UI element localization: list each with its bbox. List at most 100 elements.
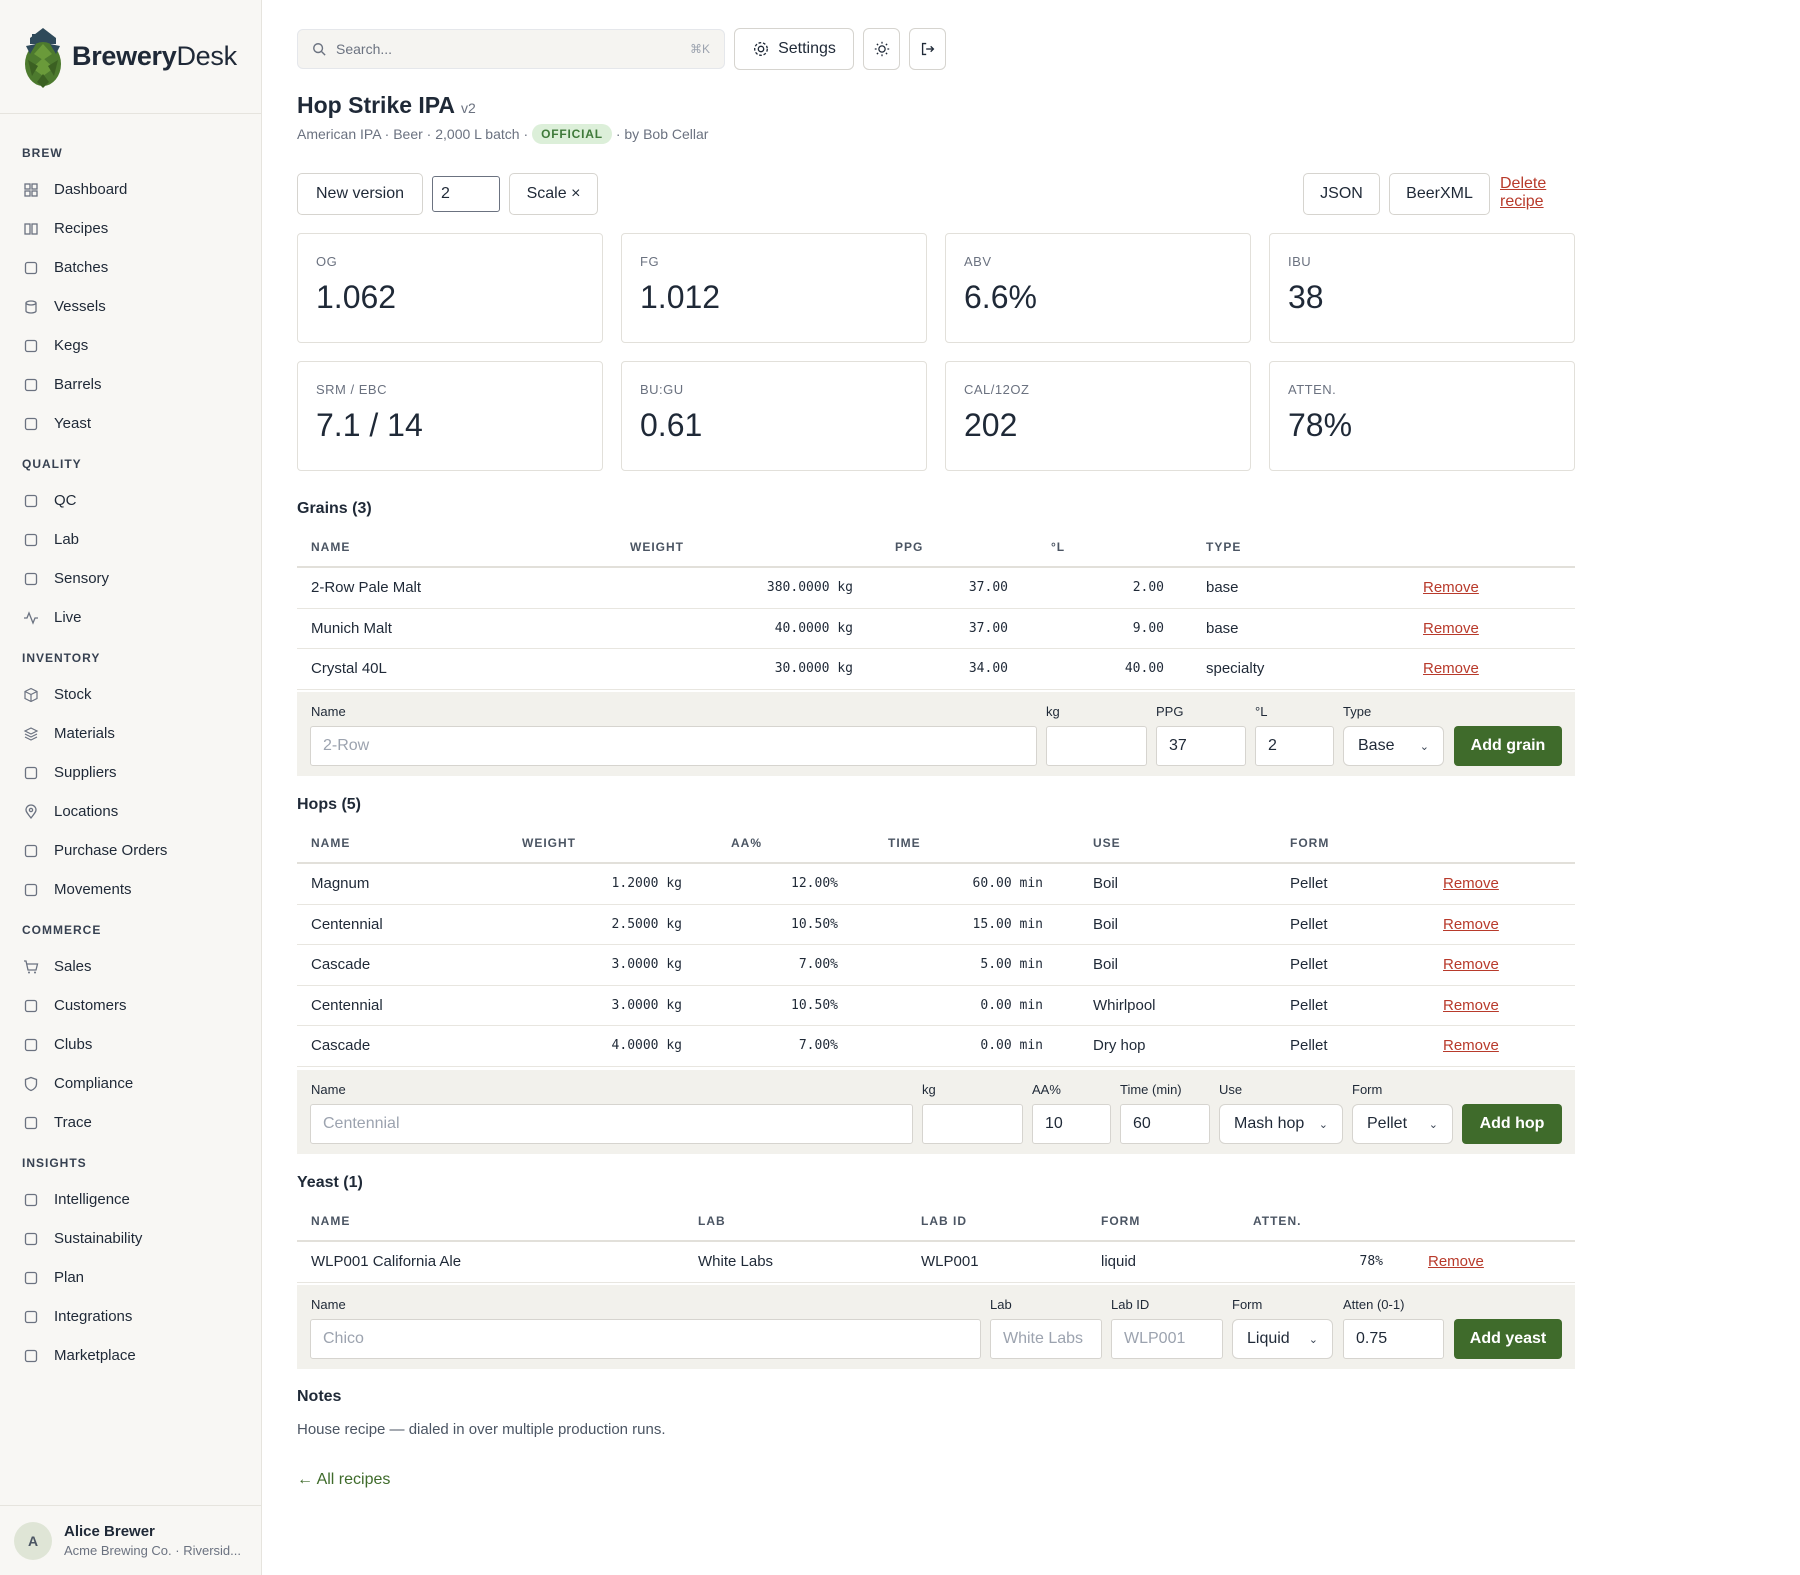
- hop-kg-input[interactable]: [922, 1104, 1023, 1144]
- sidebar-item-clubs[interactable]: Clubs: [0, 1025, 261, 1064]
- sidebar-item-recipes[interactable]: Recipes: [0, 209, 261, 248]
- yeast-lab-input[interactable]: White Labs: [990, 1319, 1102, 1359]
- export-beerxml-button[interactable]: BeerXML: [1389, 173, 1490, 215]
- column-header[interactable]: USE: [1093, 836, 1121, 850]
- sidebar-item-customers[interactable]: Customers: [0, 986, 261, 1025]
- column-header[interactable]: TYPE: [1206, 540, 1242, 554]
- sidebar-item-live[interactable]: Live: [0, 598, 261, 637]
- sidebar-item-locations[interactable]: Locations: [0, 792, 261, 831]
- column-header[interactable]: WEIGHT: [630, 540, 684, 554]
- column-header[interactable]: NAME: [311, 836, 351, 850]
- scale-button[interactable]: Scale ×: [509, 173, 598, 215]
- cell-use: Dry hop: [1093, 1037, 1146, 1055]
- stat-value: 78%: [1288, 407, 1353, 443]
- hop-aa-input[interactable]: 10: [1032, 1104, 1111, 1144]
- sidebar-item-movements[interactable]: Movements: [0, 870, 261, 909]
- theme-toggle-button[interactable]: [863, 28, 900, 70]
- grain-name-input[interactable]: 2-Row: [310, 726, 1037, 766]
- sidebar-item-batches[interactable]: Batches: [0, 248, 261, 287]
- grain-kg-input[interactable]: [1046, 726, 1147, 766]
- remove-link[interactable]: Remove: [1443, 956, 1499, 974]
- remove-link[interactable]: Remove: [1443, 915, 1499, 933]
- calendar-icon: [22, 1269, 40, 1287]
- remove-link[interactable]: Remove: [1423, 660, 1479, 678]
- delete-recipe-link[interactable]: Delete recipe: [1500, 175, 1547, 210]
- grain-ppg-input[interactable]: 37: [1156, 726, 1246, 766]
- column-header[interactable]: NAME: [311, 1214, 351, 1228]
- column-header[interactable]: WEIGHT: [522, 836, 576, 850]
- sidebar-item-kegs[interactable]: Kegs: [0, 326, 261, 365]
- search-input[interactable]: Search... ⌘K: [297, 29, 725, 69]
- column-header[interactable]: NAME: [311, 540, 351, 554]
- sidebar-item-label: Batches: [54, 259, 109, 276]
- cell-aa: 10.50%: [791, 997, 838, 1013]
- scale-input[interactable]: 2: [432, 176, 500, 212]
- cell-time: 5.00 min: [980, 957, 1043, 973]
- hop-logo-icon: [25, 27, 61, 88]
- grain-type-select[interactable]: Base ⌄: [1343, 726, 1444, 766]
- stat-label: CAL/12OZ: [964, 382, 1030, 397]
- column-header[interactable]: AA%: [731, 836, 763, 850]
- sidebar-item-trace[interactable]: Trace: [0, 1103, 261, 1142]
- yeast-name-input[interactable]: Chico: [310, 1319, 981, 1359]
- hop-form-select[interactable]: Pellet ⌄: [1352, 1104, 1453, 1144]
- sidebar-item-plan[interactable]: Plan: [0, 1258, 261, 1297]
- users-icon: [22, 997, 40, 1015]
- remove-link[interactable]: Remove: [1443, 996, 1499, 1014]
- remove-link[interactable]: Remove: [1443, 1037, 1499, 1055]
- sidebar-item-suppliers[interactable]: Suppliers: [0, 753, 261, 792]
- sidebar-item-integrations[interactable]: Integrations: [0, 1297, 261, 1336]
- hop-name-input[interactable]: Centennial: [310, 1104, 913, 1144]
- add-grain-button[interactable]: Add grain: [1454, 726, 1562, 766]
- cell-ppg: 37.00: [968, 580, 1008, 596]
- column-header[interactable]: TIME: [888, 836, 921, 850]
- hop-use-select[interactable]: Mash hop ⌄: [1219, 1104, 1343, 1144]
- sidebar-item-lab[interactable]: Lab: [0, 520, 261, 559]
- cell-aa: 7.00%: [798, 957, 838, 973]
- yeast-form-select[interactable]: Liquid ⌄: [1232, 1319, 1333, 1359]
- export-json-button[interactable]: JSON: [1303, 173, 1380, 215]
- sidebar-item-sensory[interactable]: Sensory: [0, 559, 261, 598]
- sidebar-item-intelligence[interactable]: Intelligence: [0, 1180, 261, 1219]
- sidebar-item-purchase-orders[interactable]: Purchase Orders: [0, 831, 261, 870]
- sidebar-item-compliance[interactable]: Compliance: [0, 1064, 261, 1103]
- remove-link[interactable]: Remove: [1443, 875, 1499, 893]
- yeast-atten-input[interactable]: 0.75: [1343, 1319, 1444, 1359]
- user-profile[interactable]: A Alice Brewer Acme Brewing Co. · Rivers…: [0, 1505, 261, 1575]
- column-header[interactable]: FORM: [1101, 1214, 1141, 1228]
- add-yeast-button[interactable]: Add yeast: [1454, 1319, 1562, 1359]
- sidebar-item-qc[interactable]: QC: [0, 481, 261, 520]
- column-header[interactable]: LAB: [698, 1214, 726, 1228]
- new-version-button[interactable]: New version: [297, 173, 423, 215]
- sidebar-item-barrels[interactable]: Barrels: [0, 365, 261, 404]
- logout-button[interactable]: [909, 28, 946, 70]
- remove-link[interactable]: Remove: [1423, 619, 1479, 637]
- activity-icon: [22, 609, 40, 627]
- column-header[interactable]: FORM: [1290, 836, 1330, 850]
- route-icon: [22, 1114, 40, 1132]
- sidebar-item-vessels[interactable]: Vessels: [0, 287, 261, 326]
- sidebar-item-yeast[interactable]: Yeast: [0, 404, 261, 443]
- column-header[interactable]: ATTEN.: [1253, 1214, 1302, 1228]
- settings-button[interactable]: Settings: [734, 28, 854, 70]
- column-header[interactable]: °L: [1051, 540, 1066, 554]
- yeast-table: NAME LAB LAB ID FORM ATTEN. WLP001 California…: [297, 1202, 1575, 1283]
- hop-time-input[interactable]: 60: [1120, 1104, 1210, 1144]
- sidebar-item-label: Locations: [54, 803, 119, 820]
- column-header[interactable]: PPG: [895, 540, 924, 554]
- all-recipes-link[interactable]: ← All recipes: [297, 1471, 391, 1488]
- brand[interactable]: BreweryDesk: [0, 0, 261, 114]
- grain-lovibond-input[interactable]: 2: [1255, 726, 1334, 766]
- yeast-labid-input[interactable]: WLP001: [1111, 1319, 1223, 1359]
- sidebar-item-materials[interactable]: Materials: [0, 714, 261, 753]
- remove-link[interactable]: Remove: [1428, 1253, 1484, 1271]
- sidebar-item-sales[interactable]: Sales: [0, 947, 261, 986]
- cell-atten: 78%: [1359, 1254, 1383, 1270]
- sidebar-item-sustainability[interactable]: Sustainability: [0, 1219, 261, 1258]
- sidebar-item-marketplace[interactable]: Marketplace: [0, 1336, 261, 1375]
- column-header[interactable]: LAB ID: [921, 1214, 967, 1228]
- add-hop-button[interactable]: Add hop: [1462, 1104, 1562, 1144]
- remove-link[interactable]: Remove: [1423, 579, 1479, 597]
- sidebar-item-dashboard[interactable]: Dashboard: [0, 170, 261, 209]
- sidebar-item-stock[interactable]: Stock: [0, 675, 261, 714]
